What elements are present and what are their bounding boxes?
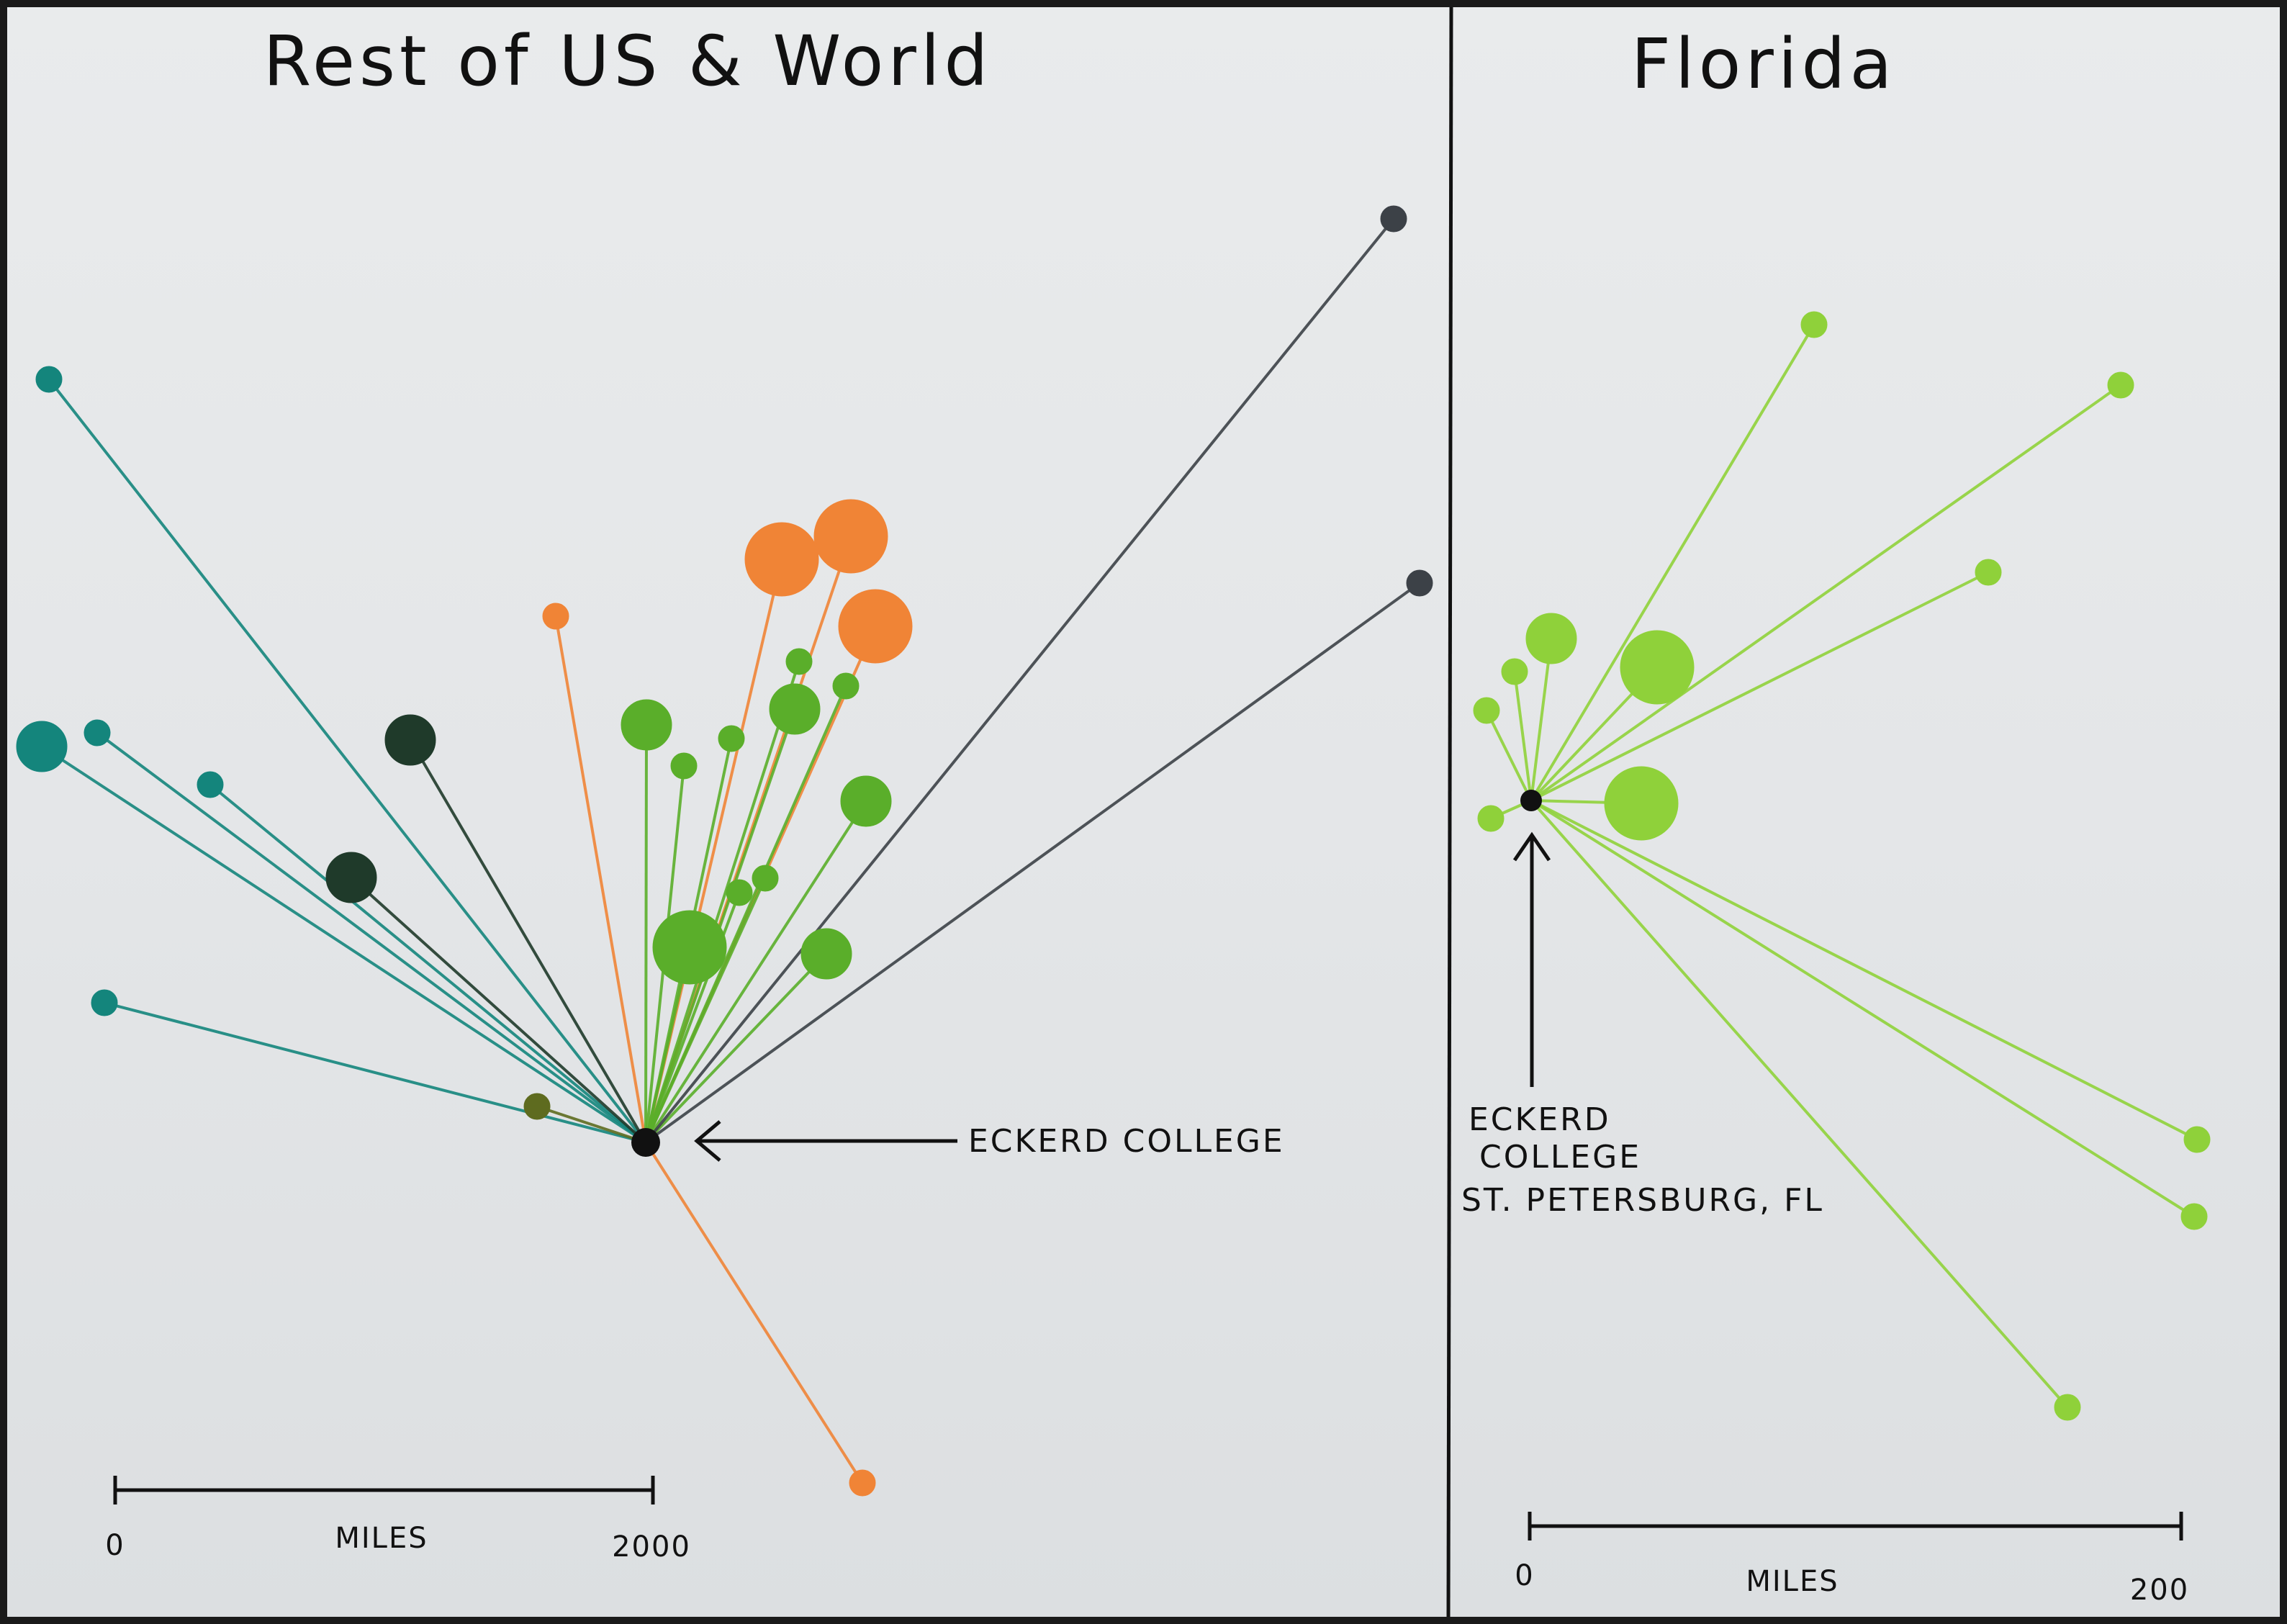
right-flow-line bbox=[1530, 384, 2122, 802]
left-scale-bar bbox=[113, 1476, 655, 1505]
left-flow-line bbox=[96, 731, 647, 1144]
right-flow-line bbox=[1530, 323, 1815, 802]
right-destination-dot bbox=[2054, 1394, 2081, 1421]
left-destination-dot bbox=[769, 683, 821, 735]
left-flow-line bbox=[644, 878, 767, 1143]
left-destination-dot bbox=[800, 928, 852, 980]
left-destination-dot bbox=[652, 910, 727, 985]
right-destination-dot bbox=[1604, 766, 1679, 841]
poster-card: Rest of US & World Florida ECKERD COLLEG… bbox=[7, 7, 2280, 1617]
right-destination-dot bbox=[1800, 311, 1828, 338]
left-origin-arrow bbox=[694, 1120, 957, 1162]
left-flow-line bbox=[644, 952, 828, 1144]
left-origin-label: ECKERD COLLEGE bbox=[968, 1123, 1285, 1160]
left-destination-dot bbox=[718, 725, 745, 752]
left-destination-dot bbox=[726, 879, 753, 906]
left-destination-dot bbox=[35, 366, 63, 393]
right-flow-line bbox=[1530, 799, 2198, 1141]
left-destination-dot bbox=[670, 752, 698, 780]
left-flow-line bbox=[644, 708, 796, 1143]
right-destination-dots bbox=[1473, 311, 2211, 1421]
left-flow-line bbox=[644, 217, 1395, 1144]
left-scale-unit: MILES bbox=[335, 1522, 428, 1555]
left-destination-dot bbox=[16, 721, 68, 772]
left-destination-dots bbox=[16, 205, 1433, 1497]
left-destination-dot bbox=[542, 603, 569, 630]
right-flow-line bbox=[1530, 638, 1553, 801]
right-flow-lines bbox=[1485, 323, 2198, 1409]
left-scale-max: 2000 bbox=[612, 1530, 691, 1564]
right-destination-dot bbox=[1473, 697, 1500, 724]
left-destination-dot bbox=[91, 989, 118, 1016]
left-flow-line bbox=[350, 876, 647, 1144]
left-destination-dot bbox=[813, 499, 888, 574]
right-flow-line bbox=[1530, 799, 2196, 1218]
right-destination-dot bbox=[1620, 630, 1695, 705]
right-flow-line bbox=[1530, 571, 1989, 802]
left-destination-dot bbox=[84, 719, 111, 746]
left-flow-line bbox=[104, 1001, 646, 1144]
right-scale-bar bbox=[1528, 1512, 2183, 1540]
left-destination-dot bbox=[752, 865, 779, 892]
left-destination-dot bbox=[744, 522, 819, 597]
right-scale-unit: MILES bbox=[1746, 1565, 1839, 1598]
right-destination-dot bbox=[2183, 1126, 2211, 1153]
left-destination-dot bbox=[838, 589, 913, 664]
right-scale-min: 0 bbox=[1515, 1559, 1534, 1592]
left-destination-dot bbox=[325, 852, 377, 903]
left-flow-line bbox=[48, 378, 647, 1144]
right-scale-max: 200 bbox=[2130, 1574, 2189, 1607]
right-destination-dot bbox=[2180, 1203, 2208, 1230]
right-origin-label-line2: COLLEGE bbox=[1479, 1139, 1641, 1176]
left-destination-dot bbox=[785, 648, 813, 675]
right-destination-dot bbox=[1501, 658, 1528, 685]
left-flow-line bbox=[644, 582, 1421, 1144]
right-flow-line bbox=[1513, 671, 1533, 801]
right-destination-dot bbox=[1477, 805, 1505, 832]
left-flow-line bbox=[536, 1105, 646, 1144]
left-flow-line bbox=[209, 783, 647, 1144]
right-origin-arrow bbox=[1512, 831, 1551, 1087]
left-destination-dot bbox=[523, 1093, 551, 1120]
left-destination-dot bbox=[384, 714, 436, 766]
left-destination-dot bbox=[849, 1469, 876, 1497]
right-destination-dot bbox=[1525, 613, 1577, 664]
right-flow-line bbox=[1485, 710, 1533, 801]
left-destination-dot bbox=[1380, 205, 1407, 233]
left-destination-dot bbox=[832, 672, 860, 700]
left-origin-dot bbox=[631, 1128, 660, 1157]
flow-map-drawing: Rest of US & World Florida ECKERD COLLEG… bbox=[16, 7, 2211, 1617]
left-flow-line bbox=[554, 615, 647, 1143]
right-panel-title: Florida bbox=[1631, 24, 1897, 104]
right-origin-label-line3: ST. PETERSBURG, FL bbox=[1461, 1182, 1824, 1219]
right-destination-dot bbox=[2107, 371, 2134, 399]
left-destination-dot bbox=[840, 775, 892, 827]
right-origin-label-line1: ECKERD bbox=[1469, 1101, 1611, 1138]
right-destination-dot bbox=[1975, 559, 2002, 586]
right-flow-line bbox=[1530, 799, 2069, 1409]
panel-divider bbox=[1446, 7, 1453, 1617]
left-destination-dot bbox=[197, 771, 224, 798]
left-destination-dot bbox=[621, 699, 672, 751]
left-flow-lines bbox=[40, 217, 1421, 1484]
right-origin-dot bbox=[1520, 790, 1542, 811]
left-flow-line bbox=[409, 739, 647, 1144]
left-destination-dot bbox=[1406, 569, 1433, 597]
left-flow-line bbox=[644, 661, 800, 1143]
left-flow-line bbox=[644, 800, 867, 1144]
left-flow-line bbox=[40, 745, 647, 1144]
left-flow-line bbox=[644, 1141, 864, 1484]
left-scale-min: 0 bbox=[105, 1529, 125, 1562]
left-panel-title: Rest of US & World bbox=[263, 21, 993, 102]
